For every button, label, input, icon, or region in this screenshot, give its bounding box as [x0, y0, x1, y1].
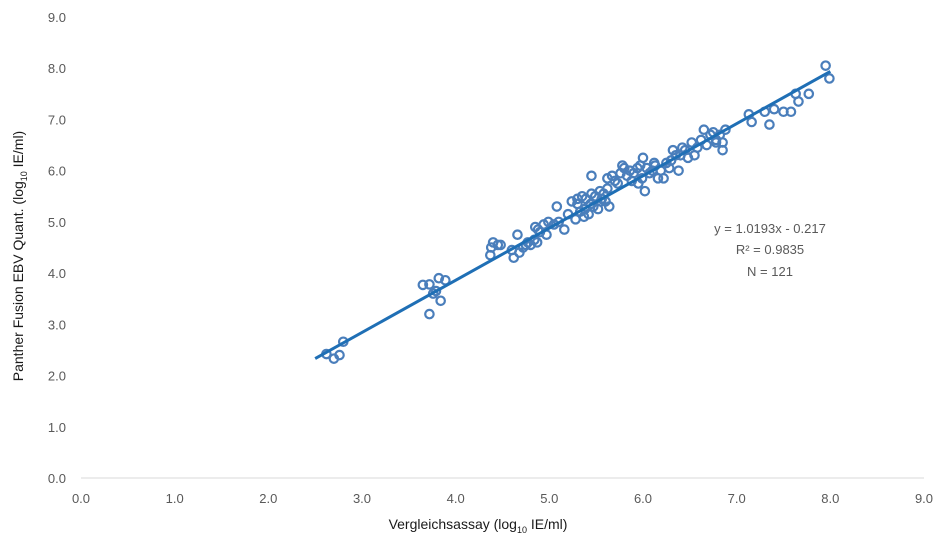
data-point: [675, 150, 686, 161]
y-axis-title: Panther Fusion EBV Quant. (log10 IE/ml): [10, 131, 29, 381]
data-point: [824, 73, 835, 84]
data-points: [321, 60, 835, 364]
data-point: [720, 124, 731, 135]
x-axis-ticks: 0.0 1.0 2.0 3.0 4.0 5.0 6.0 7.0 8.0 9.0: [72, 491, 933, 506]
data-point: [612, 178, 624, 189]
data-point: [658, 173, 669, 184]
data-point: [673, 165, 684, 176]
data-point: [424, 279, 435, 290]
x-tick-label: 3.0: [353, 491, 371, 506]
data-point: [820, 60, 831, 71]
data-point: [648, 157, 660, 169]
data-point: [686, 137, 698, 148]
x-tick-label: 0.0: [72, 491, 90, 506]
data-point: [430, 285, 442, 297]
y-tick-label: 7.0: [48, 112, 66, 127]
data-point: [803, 88, 815, 100]
data-point: [639, 185, 651, 197]
data-point: [603, 201, 615, 212]
y-axis-ticks: 0.0 1.0 2.0 3.0 4.0 5.0 6.0 7.0 8.0 9.0: [48, 10, 66, 486]
data-point: [435, 295, 446, 307]
data-point: [566, 196, 578, 207]
y-tick-label: 9.0: [48, 10, 66, 25]
x-tick-label: 2.0: [259, 491, 277, 506]
x-axis-title-pre: Vergleichsassay (log: [389, 516, 517, 532]
data-point: [665, 155, 677, 166]
data-point: [572, 193, 583, 205]
x-tick-label: 4.0: [447, 491, 465, 506]
data-point: [768, 103, 780, 115]
data-point: [492, 239, 504, 251]
x-tick-label: 7.0: [728, 491, 746, 506]
data-point: [764, 119, 775, 130]
x-tick-label: 1.0: [166, 491, 184, 506]
y-tick-label: 3.0: [48, 317, 66, 332]
data-point: [602, 183, 613, 194]
data-point: [424, 308, 435, 320]
data-point: [785, 106, 797, 118]
data-point: [543, 216, 554, 228]
data-point: [793, 96, 804, 107]
data-point: [586, 188, 597, 200]
data-point: [746, 116, 757, 128]
y-tick-label: 6.0: [48, 164, 66, 179]
data-point: [334, 349, 345, 361]
data-point: [717, 137, 728, 148]
data-point: [551, 201, 563, 212]
data-point: [512, 229, 523, 240]
data-point: [433, 272, 445, 284]
x-tick-label: 5.0: [540, 491, 558, 506]
trendline: [314, 70, 832, 360]
n-count-label: N = 121: [747, 264, 793, 279]
y-tick-label: 8.0: [48, 61, 66, 76]
y-tick-label: 2.0: [48, 369, 66, 384]
data-point: [698, 124, 710, 135]
x-axis-title: Vergleichsassay (log10 IE/ml): [389, 516, 568, 535]
y-axis-title-sub: 10: [19, 171, 29, 181]
y-tick-label: 5.0: [48, 215, 66, 230]
data-point: [559, 224, 570, 235]
data-point: [667, 144, 679, 156]
data-point: [710, 137, 722, 148]
y-tick-label: 1.0: [48, 420, 66, 435]
equation-label: y = 1.0193x - 0.217: [714, 221, 826, 236]
x-tick-label: 8.0: [821, 491, 839, 506]
data-point: [417, 279, 429, 291]
r-squared-label: R² = 0.9835: [736, 242, 804, 257]
data-point: [637, 152, 649, 164]
data-point: [586, 170, 597, 182]
x-tick-label: 6.0: [634, 491, 652, 506]
x-axis-title-sub: 10: [517, 525, 527, 535]
y-tick-label: 0.0: [48, 471, 66, 486]
x-axis-title-post: IE/ml): [527, 516, 567, 532]
y-tick-label: 4.0: [48, 266, 66, 281]
data-point: [508, 252, 520, 264]
x-tick-label: 9.0: [915, 491, 933, 506]
data-point: [531, 237, 543, 248]
y-axis-title-post: IE/ml): [10, 131, 26, 171]
y-axis-title-pre: Panther Fusion EBV Quant. (log: [10, 181, 26, 381]
